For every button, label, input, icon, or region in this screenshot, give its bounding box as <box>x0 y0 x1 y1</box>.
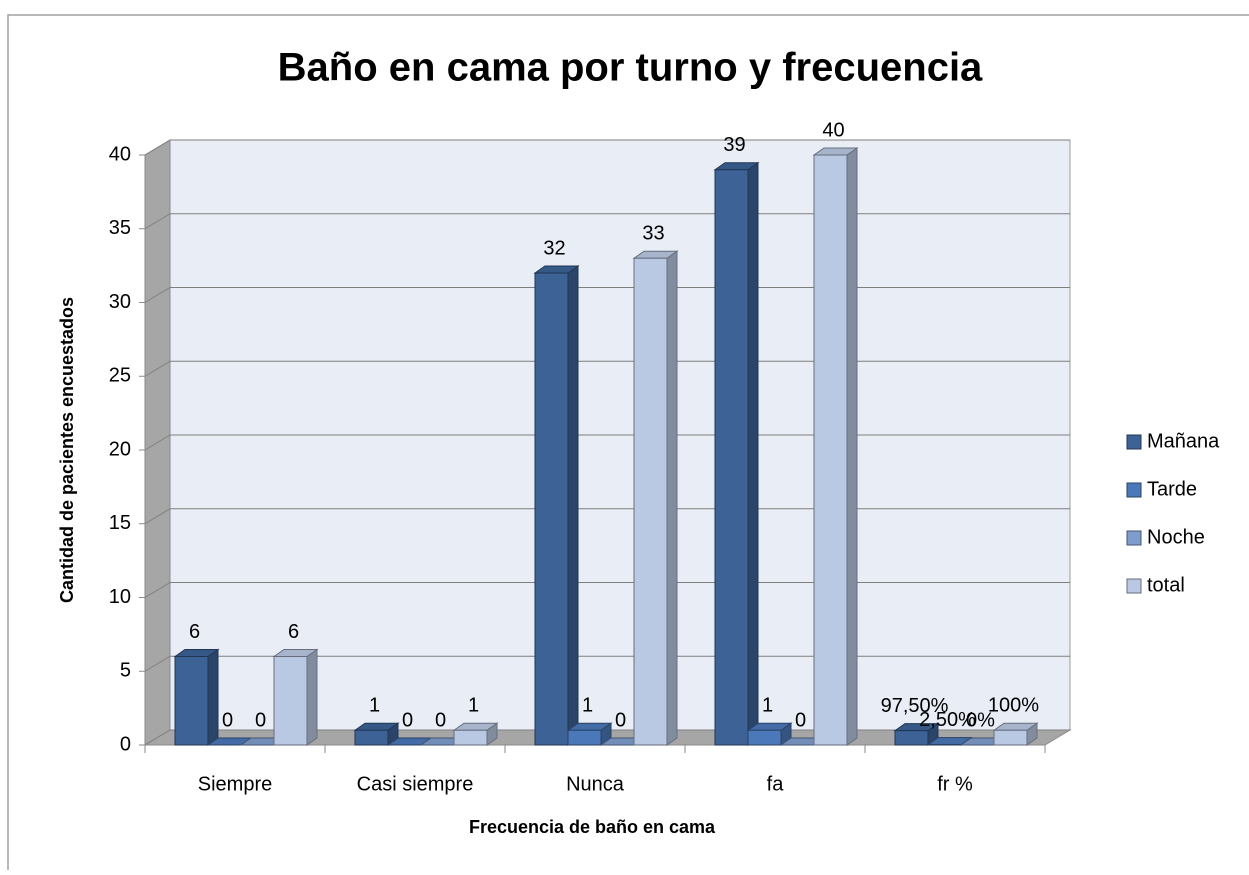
bar-side <box>847 148 857 745</box>
bar <box>274 657 307 746</box>
y-tick-label: 20 <box>109 438 131 460</box>
y-tick-label: 5 <box>120 660 131 682</box>
legend-label: Noche <box>1147 526 1205 548</box>
legend-label: Mañana <box>1147 430 1220 452</box>
data-label: 1 <box>762 695 773 717</box>
data-label: 0 <box>222 709 233 731</box>
data-label: 0 <box>795 709 806 731</box>
data-label: 0 <box>402 709 413 731</box>
legend-swatch <box>1127 531 1141 545</box>
legend-label: total <box>1147 574 1185 596</box>
bar <box>994 730 1027 745</box>
y-tick-label: 0 <box>120 733 131 755</box>
bar <box>895 731 928 745</box>
data-label: 6 <box>288 621 299 643</box>
data-label: 1 <box>369 695 380 717</box>
bar-side <box>208 650 218 746</box>
legend-swatch <box>1127 435 1141 449</box>
data-label: 1 <box>582 695 593 717</box>
bar <box>355 730 388 745</box>
x-tick-label: Casi siempre <box>357 773 474 795</box>
bar-side <box>748 163 758 745</box>
bar <box>175 657 208 746</box>
y-tick-label: 10 <box>109 586 131 608</box>
x-tick-label: Siempre <box>198 773 272 795</box>
data-label: 100% <box>988 695 1039 717</box>
bar <box>454 730 487 745</box>
y-tick-label: 35 <box>109 217 131 239</box>
data-label: 39 <box>723 134 745 156</box>
legend-swatch <box>1127 483 1141 497</box>
y-tick-label: 25 <box>109 365 131 387</box>
data-label: 0 <box>255 709 266 731</box>
chart-title: Baño en cama por turno y frecuencia <box>278 46 983 90</box>
bar <box>568 730 601 745</box>
x-tick-label: fa <box>767 773 785 795</box>
data-label: 6 <box>189 621 200 643</box>
bar-side <box>667 251 677 745</box>
bar-side <box>568 266 578 745</box>
x-tick-label: fr % <box>937 773 973 795</box>
y-axis-label: Cantidad de pacientes encuestados <box>57 297 77 603</box>
data-label: 0 <box>435 709 446 731</box>
y-tick-label: 15 <box>109 512 131 534</box>
bar <box>634 258 667 745</box>
legend-swatch <box>1127 579 1141 593</box>
bar <box>814 155 847 745</box>
y-tick-label: 30 <box>109 291 131 313</box>
bar <box>715 170 748 745</box>
data-label: 1 <box>468 695 479 717</box>
bar-side <box>307 650 317 746</box>
x-axis-label: Frecuencia de baño en cama <box>469 817 716 837</box>
x-tick-label: Nunca <box>566 773 625 795</box>
data-label: 33 <box>642 223 664 245</box>
legend-label: Tarde <box>1147 478 1197 500</box>
y-tick-label: 40 <box>109 143 131 165</box>
bar <box>535 273 568 745</box>
data-label: 40 <box>822 119 844 141</box>
bar <box>748 730 781 745</box>
data-label: 32 <box>543 237 565 259</box>
data-label: 0 <box>615 709 626 731</box>
